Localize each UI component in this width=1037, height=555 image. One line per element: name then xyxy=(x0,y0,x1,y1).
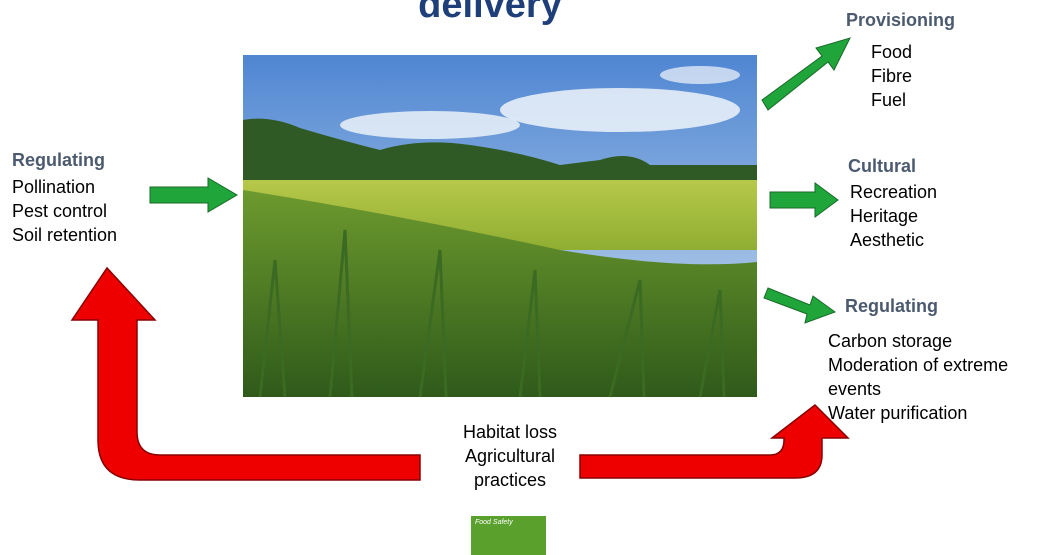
item: Fuel xyxy=(871,88,906,112)
slide: delivery Regulating Pollination Pest con… xyxy=(0,0,1037,555)
item: Moderation of extreme events xyxy=(828,353,1033,401)
heading: Regulating xyxy=(12,148,105,172)
title: delivery xyxy=(0,0,980,27)
item: Aesthetic xyxy=(850,228,924,252)
pressure: Agricultural xyxy=(430,444,590,468)
item: Pest control xyxy=(12,199,107,223)
item: Recreation xyxy=(850,180,937,204)
heading: Regulating xyxy=(845,294,938,318)
item: Carbon storage xyxy=(828,329,1033,353)
heading: Cultural xyxy=(848,154,916,178)
pressure: practices xyxy=(430,468,590,492)
item: Heritage xyxy=(850,204,918,228)
item: Pollination xyxy=(12,175,95,199)
item: Fibre xyxy=(871,64,912,88)
item: Food xyxy=(871,40,912,64)
item: Water purification xyxy=(828,401,1033,425)
pressure: Habitat loss xyxy=(430,420,590,444)
item: Soil retention xyxy=(12,223,117,247)
heading: Provisioning xyxy=(846,8,955,32)
landscape-photo xyxy=(243,55,757,397)
logo-text: Food Safety xyxy=(475,518,513,527)
